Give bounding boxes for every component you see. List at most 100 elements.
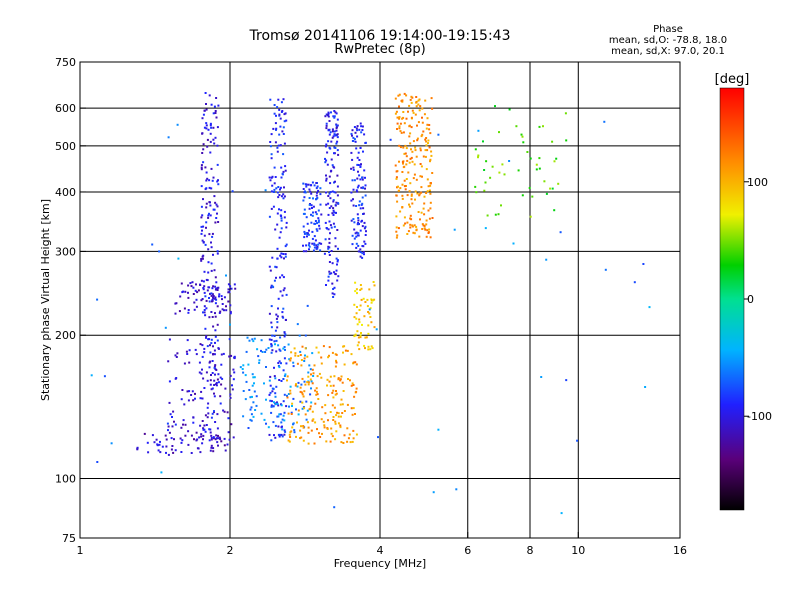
data-point bbox=[280, 166, 283, 169]
data-point bbox=[278, 133, 281, 136]
data-point bbox=[183, 362, 186, 365]
data-point bbox=[199, 424, 202, 427]
data-point bbox=[282, 378, 285, 380]
data-point bbox=[336, 229, 339, 231]
data-point bbox=[398, 116, 401, 119]
data-point bbox=[303, 196, 306, 199]
data-point bbox=[211, 387, 214, 390]
data-point bbox=[265, 422, 267, 425]
data-point bbox=[229, 396, 232, 399]
data-point bbox=[283, 429, 286, 432]
data-point bbox=[420, 135, 423, 138]
data-point bbox=[355, 235, 358, 238]
data-point bbox=[350, 199, 353, 202]
data-point bbox=[311, 368, 314, 371]
data-point bbox=[321, 432, 323, 435]
data-point bbox=[409, 98, 412, 101]
data-point bbox=[276, 106, 279, 109]
data-point bbox=[424, 99, 427, 102]
data-point bbox=[216, 180, 219, 183]
data-point bbox=[477, 154, 480, 157]
data-point bbox=[289, 389, 292, 392]
data-point bbox=[320, 356, 323, 359]
data-point bbox=[328, 254, 331, 256]
data-point bbox=[421, 121, 424, 124]
data-point bbox=[335, 211, 337, 214]
y-tick-label: 100 bbox=[55, 473, 76, 486]
data-point bbox=[180, 398, 183, 401]
data-point bbox=[273, 104, 276, 106]
data-point bbox=[361, 323, 363, 326]
data-point bbox=[428, 128, 431, 131]
data-point bbox=[272, 405, 275, 408]
data-point bbox=[275, 187, 278, 190]
data-point bbox=[358, 200, 361, 203]
data-point bbox=[282, 153, 285, 156]
data-point bbox=[289, 385, 292, 388]
data-point bbox=[308, 408, 311, 411]
data-point bbox=[304, 347, 307, 350]
data-point bbox=[331, 404, 334, 407]
data-point bbox=[165, 451, 167, 454]
data-point bbox=[174, 312, 177, 315]
data-point bbox=[185, 350, 188, 353]
data-point bbox=[283, 346, 286, 348]
data-point bbox=[221, 308, 224, 311]
data-point bbox=[270, 190, 273, 193]
chart-title: Tromsø 20141106 19:14:00-19:15:43 bbox=[249, 28, 511, 44]
data-point bbox=[270, 351, 273, 354]
data-point bbox=[565, 139, 568, 142]
data-point bbox=[335, 124, 338, 127]
data-point bbox=[334, 133, 337, 136]
data-point bbox=[328, 192, 331, 195]
data-point bbox=[201, 132, 204, 135]
data-point bbox=[299, 390, 302, 393]
data-point bbox=[196, 291, 199, 294]
data-point bbox=[494, 105, 496, 108]
data-point bbox=[355, 205, 358, 207]
data-point bbox=[206, 345, 209, 348]
data-point bbox=[314, 421, 317, 424]
data-point bbox=[364, 194, 367, 197]
data-point bbox=[328, 251, 330, 254]
data-point bbox=[228, 355, 231, 358]
data-point bbox=[399, 130, 402, 133]
data-point bbox=[268, 393, 271, 396]
data-point bbox=[415, 96, 418, 98]
data-point bbox=[551, 140, 554, 143]
data-point bbox=[212, 345, 214, 348]
data-point bbox=[294, 354, 297, 357]
data-point bbox=[422, 155, 425, 158]
data-point bbox=[228, 438, 231, 441]
data-point bbox=[515, 125, 518, 128]
data-point bbox=[368, 312, 371, 315]
data-point bbox=[453, 228, 456, 231]
data-point bbox=[335, 201, 338, 204]
data-point bbox=[264, 351, 267, 353]
data-point bbox=[512, 242, 515, 245]
data-point bbox=[328, 261, 331, 263]
data-point bbox=[286, 375, 289, 378]
data-point bbox=[202, 143, 205, 146]
data-point bbox=[396, 122, 399, 125]
data-point bbox=[164, 434, 167, 437]
data-point bbox=[204, 430, 207, 433]
data-point bbox=[352, 384, 355, 386]
data-point bbox=[291, 405, 293, 407]
data-point bbox=[229, 312, 232, 315]
data-point bbox=[331, 130, 334, 133]
data-point bbox=[252, 401, 255, 404]
data-point bbox=[258, 359, 261, 362]
data-point bbox=[418, 235, 421, 238]
data-point bbox=[310, 192, 313, 195]
data-point bbox=[171, 445, 174, 447]
data-point bbox=[360, 186, 363, 189]
data-point bbox=[202, 311, 204, 314]
data-point bbox=[328, 220, 331, 223]
data-point bbox=[279, 276, 281, 279]
data-point bbox=[274, 329, 277, 332]
data-point bbox=[205, 335, 208, 337]
data-point bbox=[410, 101, 413, 104]
data-point bbox=[365, 336, 368, 339]
data-point bbox=[274, 343, 276, 346]
